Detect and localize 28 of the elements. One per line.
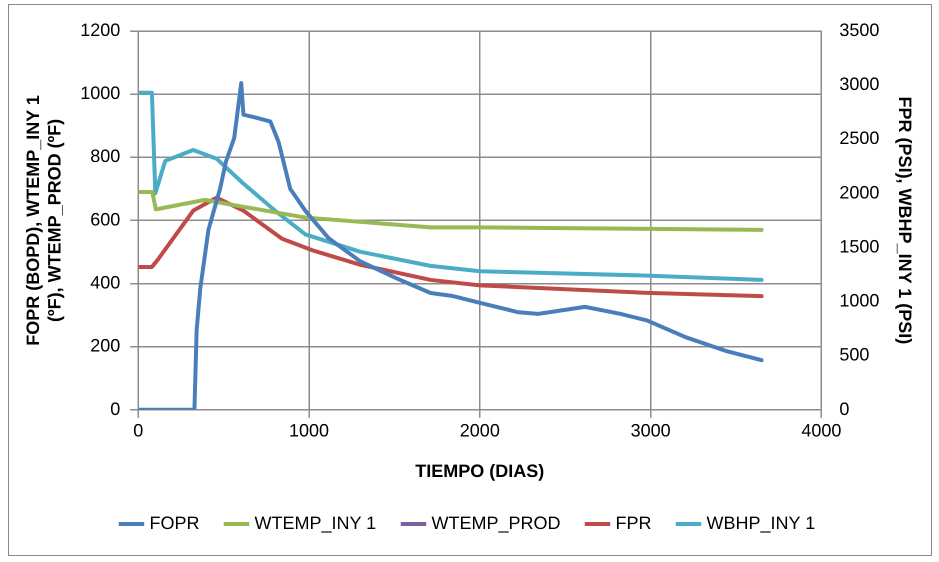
x-tick-label: 2000: [460, 420, 500, 441]
y-tick-label: 200: [90, 336, 120, 356]
y2-tick-label: 0: [839, 398, 850, 419]
x-tick-label: 4000: [801, 420, 842, 441]
legend-label: WBHP_INY 1: [706, 512, 816, 533]
y2-tick-label: 1000: [839, 290, 880, 311]
x-tick-label: 3000: [630, 420, 671, 441]
y2-tick-label: 1500: [839, 236, 880, 256]
y-tick-label: 400: [90, 272, 120, 292]
legend-label: WTEMP_PROD: [431, 512, 561, 533]
y-axis-title: FOPR (BOPD), WTEMP_INY 1 (ºF), WTEMP_PROD (ºF): [22, 95, 64, 346]
y2-tick-label: 3500: [839, 20, 880, 40]
y-tick-label: 1200: [80, 20, 120, 40]
x-tick-label: 1000: [289, 420, 330, 441]
legend-label: FPR: [616, 512, 652, 533]
x-tick-label: 0: [133, 420, 144, 441]
y2-tick-label: 3000: [839, 74, 880, 94]
y-tick-label: 600: [90, 209, 120, 230]
y2-tick-label: 2500: [839, 128, 880, 148]
y-tick-label: 0: [110, 398, 120, 419]
x-axis-title: TIEMPO (DIAS): [415, 461, 544, 482]
legend-label: WTEMP_INY 1: [254, 512, 376, 533]
y-tick-label: 1000: [80, 83, 120, 104]
y-tick-label: 800: [90, 146, 120, 166]
y2-tick-label: 2000: [839, 182, 880, 202]
y2-tick-label: 500: [839, 344, 870, 365]
y2-axis-title: FPR (PSI), WBHP_INY 1 (PSI): [895, 96, 916, 344]
legend-label: FOPR: [149, 512, 200, 533]
